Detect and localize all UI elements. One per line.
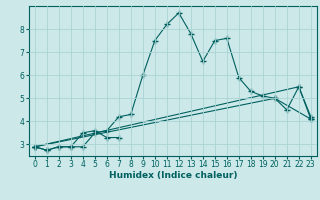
X-axis label: Humidex (Indice chaleur): Humidex (Indice chaleur) bbox=[108, 171, 237, 180]
